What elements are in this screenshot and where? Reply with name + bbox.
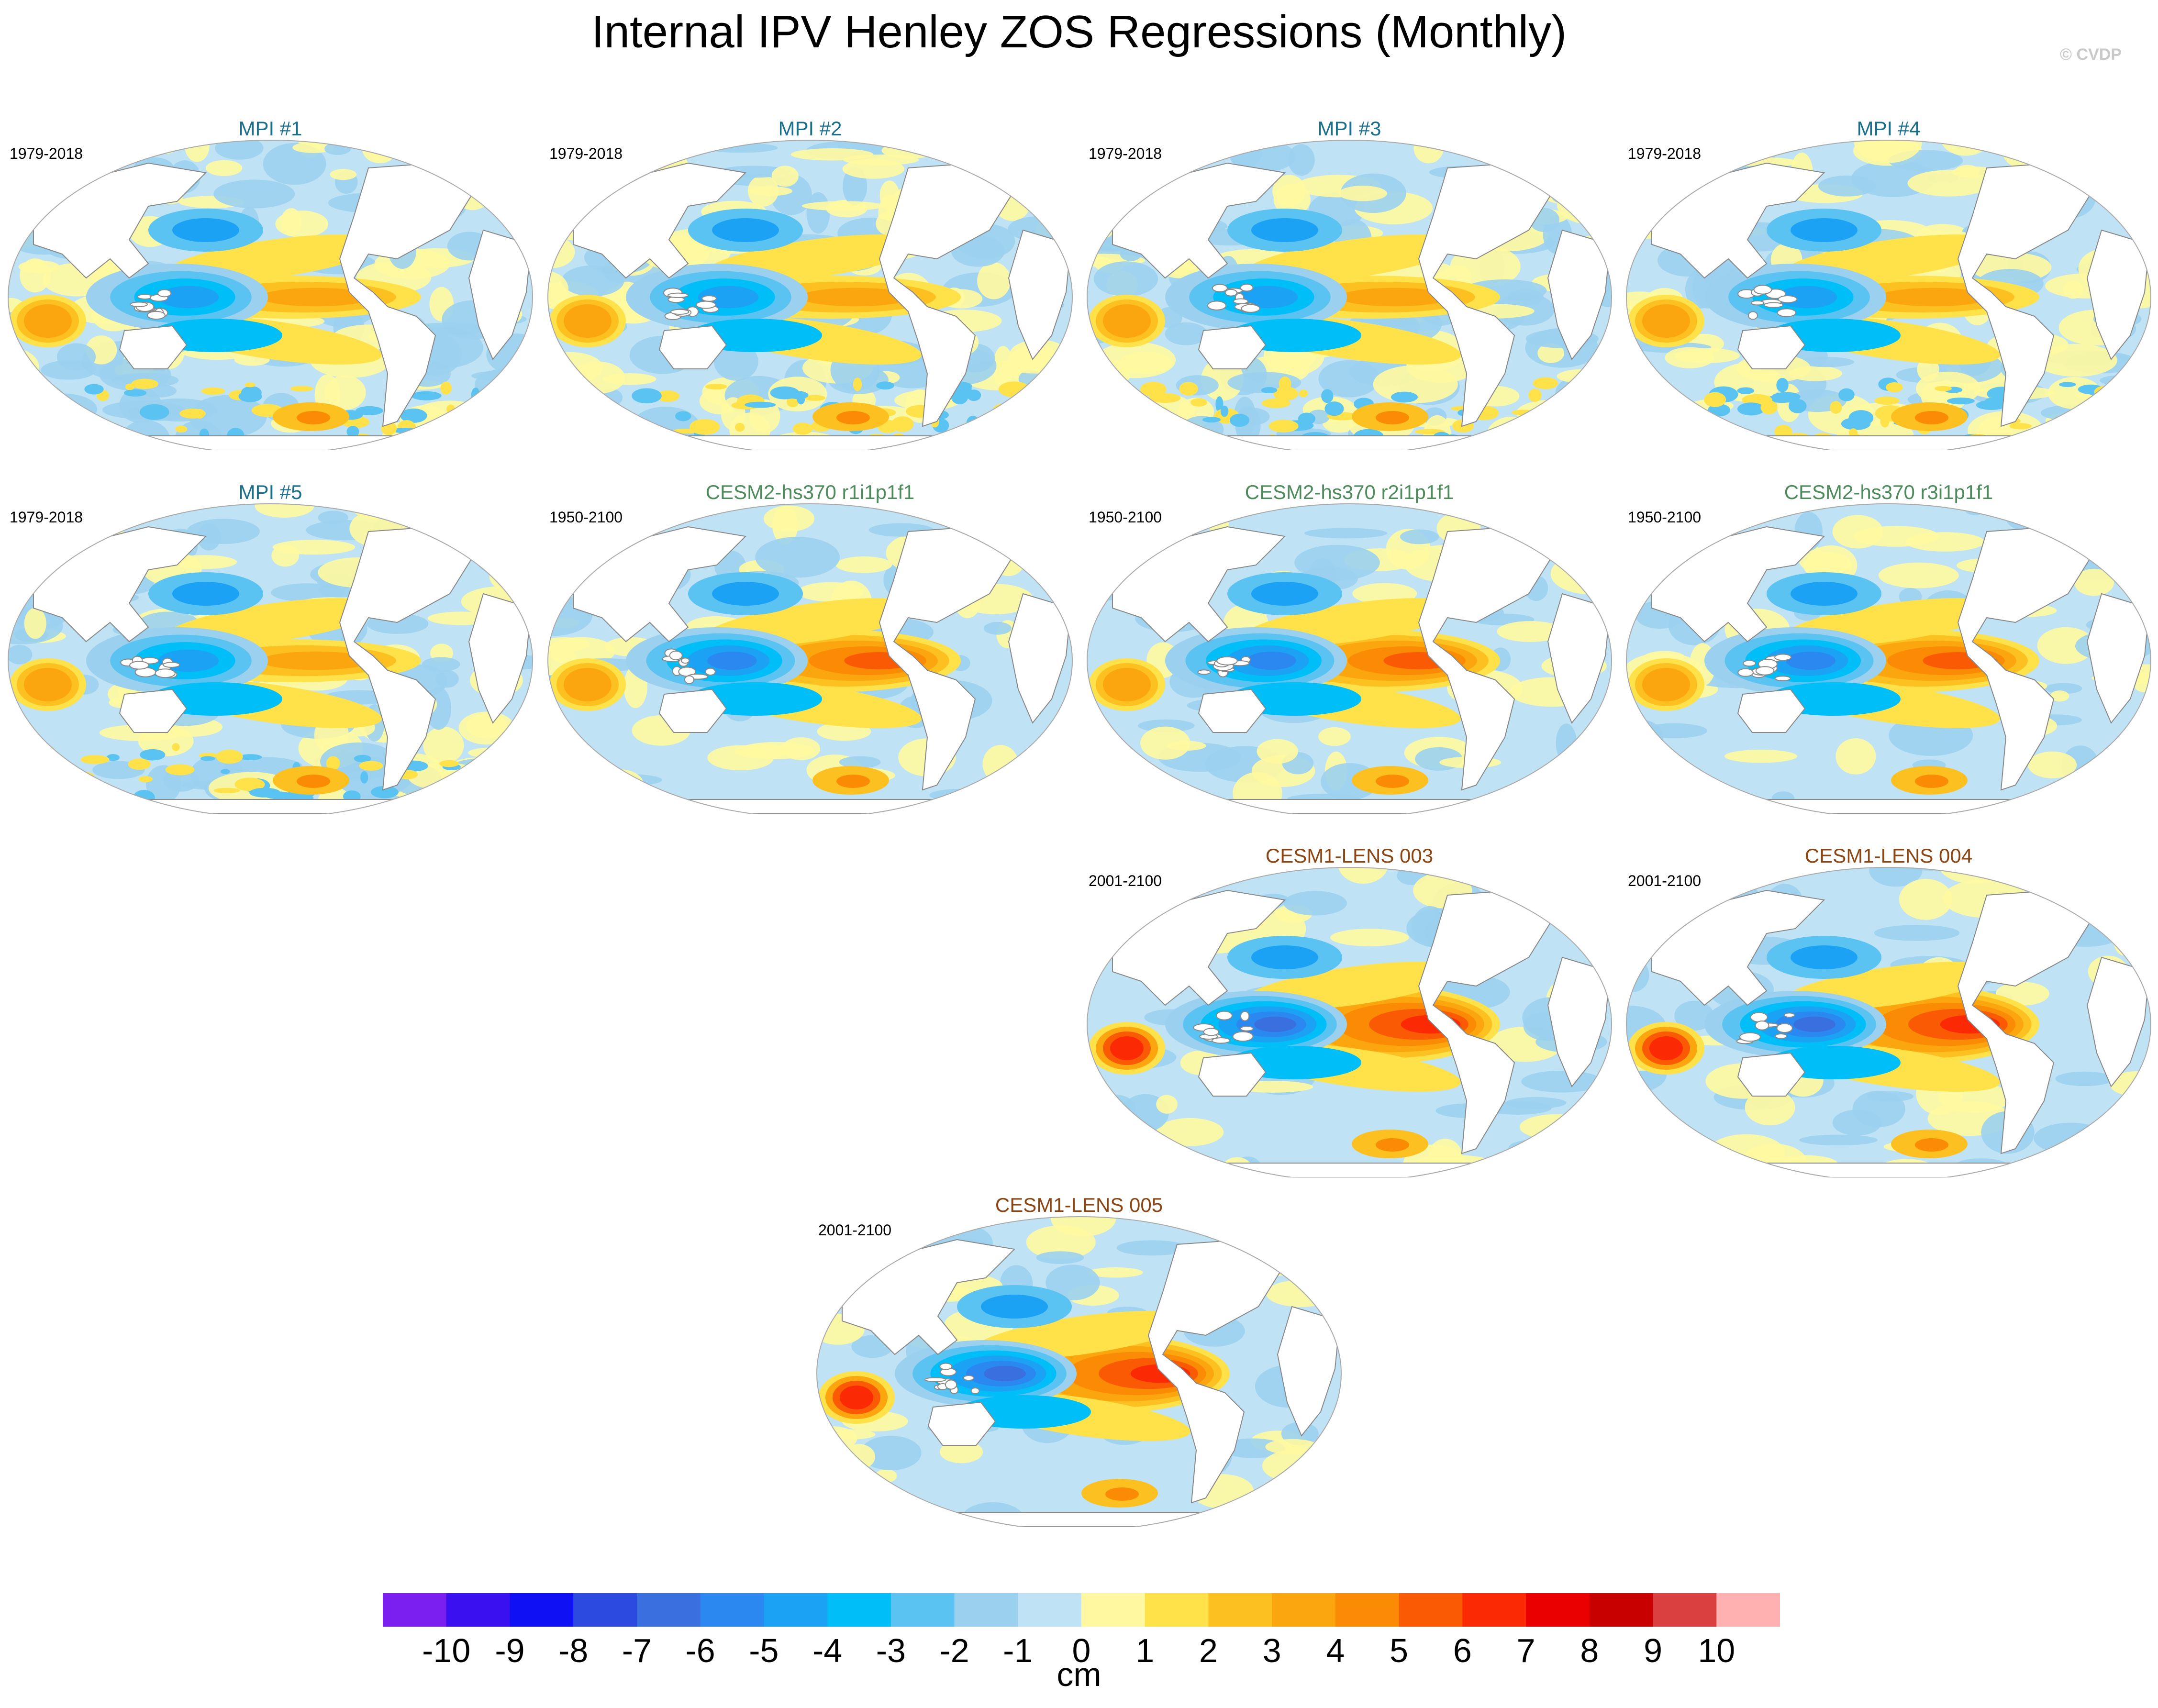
panel-title: CESM2-hs370 r3i1p1f1: [1784, 481, 1993, 503]
colorbar-swatch: [383, 1593, 447, 1627]
colorbar-swatch: [1526, 1593, 1590, 1627]
colorbar-swatch: [1335, 1593, 1400, 1627]
colorbar-tick-label: -10: [422, 1632, 471, 1669]
map-panel: CESM2-hs370 r2i1p1f1 1950-2100: [1084, 481, 1615, 816]
map-panel: MPI #2 1979-2018: [545, 117, 1076, 452]
panel-years: 1979-2018: [10, 509, 83, 526]
colorbar-tick-label: 8: [1580, 1632, 1599, 1669]
panel-years: 1979-2018: [10, 145, 83, 162]
panel-title: CESM1-LENS 004: [1804, 844, 1973, 867]
colorbar-tick-label: -9: [495, 1632, 525, 1669]
colorbar-swatch: [1462, 1593, 1526, 1627]
colorbar-tick-label: -5: [749, 1632, 779, 1669]
colorbar-tick-label: 0: [1072, 1632, 1091, 1669]
colorbar-swatch: [1589, 1593, 1654, 1627]
colorbar-tick-label: 10: [1698, 1632, 1735, 1669]
panel-title: MPI #4: [1857, 117, 1921, 140]
panel-years: 1950-2100: [549, 509, 623, 526]
colorbar-swatch: [1399, 1593, 1463, 1627]
panel-title: CESM1-LENS 003: [1265, 844, 1434, 867]
colorbar-tick-label: -7: [622, 1632, 652, 1669]
map-panel: MPI #1 1979-2018: [5, 117, 536, 452]
map-panel: CESM1-LENS 005 2001-2100: [813, 1194, 1345, 1529]
colorbar-swatch: [1018, 1593, 1082, 1627]
colorbar-swatch: [510, 1593, 574, 1627]
colorbar-tick-label: 2: [1199, 1632, 1218, 1669]
map-graphic: [816, 1216, 1342, 1527]
panel-years: 2001-2100: [818, 1221, 892, 1239]
map-graphic: [8, 140, 533, 450]
map-panel: CESM1-LENS 003 2001-2100: [1084, 844, 1615, 1179]
colorbar-tick-label: 7: [1516, 1632, 1535, 1669]
colorbar-swatch: [573, 1593, 637, 1627]
colorbar-swatch: [1145, 1593, 1209, 1627]
panel-title: MPI #3: [1317, 117, 1381, 140]
map-panel: MPI #5 1979-2018: [5, 481, 536, 816]
map-graphic: [547, 503, 1073, 814]
colorbar-swatch: [1716, 1593, 1780, 1627]
colorbar-tick-label: -6: [685, 1632, 715, 1669]
panel-title: CESM2-hs370 r1i1p1f1: [705, 481, 915, 503]
colorbar-swatch: [827, 1593, 891, 1627]
colorbar: [383, 1593, 1780, 1627]
colorbar-tick-label: 9: [1644, 1632, 1662, 1669]
panel-title: MPI #2: [778, 117, 842, 140]
panel-years: 1950-2100: [1089, 509, 1162, 526]
colorbar-units: cm: [1057, 1656, 1101, 1693]
colorbar-swatch: [890, 1593, 955, 1627]
panel-years: 2001-2100: [1089, 872, 1162, 889]
colorbar-tick-label: -1: [1003, 1632, 1033, 1669]
credit-watermark: © CVDP: [2060, 45, 2122, 64]
colorbar-tick-label: -2: [939, 1632, 969, 1669]
colorbar-swatch: [1208, 1593, 1272, 1627]
colorbar-tick-label: -8: [558, 1632, 589, 1669]
panel-years: 1979-2018: [1089, 145, 1162, 162]
colorbar-swatch: [700, 1593, 764, 1627]
map-panel: MPI #4 1979-2018: [1623, 117, 2154, 452]
figure-title: Internal IPV Henley ZOS Regressions (Mon…: [591, 6, 1567, 57]
map-graphic: [8, 503, 533, 814]
panel-title: MPI #5: [238, 481, 302, 503]
map-panel: CESM2-hs370 r3i1p1f1 1950-2100: [1623, 481, 2154, 816]
panel-title: CESM2-hs370 r2i1p1f1: [1245, 481, 1454, 503]
colorbar-swatch: [636, 1593, 701, 1627]
colorbar-swatch: [954, 1593, 1018, 1627]
colorbar-tick-label: 4: [1326, 1632, 1345, 1669]
map-graphic: [1087, 867, 1612, 1177]
colorbar-tick-label: -4: [812, 1632, 843, 1669]
map-graphic: [547, 140, 1073, 450]
map-graphic: [1626, 867, 2151, 1177]
map-panel: MPI #3 1979-2018: [1084, 117, 1615, 452]
map-graphic: [1626, 140, 2151, 450]
colorbar-tick-label: 5: [1390, 1632, 1409, 1669]
colorbar-tick-label: 6: [1453, 1632, 1472, 1669]
panel-years: 1979-2018: [549, 145, 623, 162]
colorbar-tick-label: -3: [876, 1632, 906, 1669]
colorbar-tick-label: 1: [1135, 1632, 1155, 1669]
colorbar-tick-label: 3: [1262, 1632, 1281, 1669]
map-graphic: [1087, 503, 1612, 814]
colorbar-swatch: [1653, 1593, 1717, 1627]
map-panel: CESM1-LENS 004 2001-2100: [1623, 844, 2154, 1179]
panel-title: MPI #1: [238, 117, 302, 140]
colorbar-swatch: [1272, 1593, 1336, 1627]
panel-years: 1950-2100: [1628, 509, 1702, 526]
colorbar-swatch: [764, 1593, 828, 1627]
panel-title: CESM1-LENS 005: [995, 1194, 1163, 1216]
map-panel: CESM2-hs370 r1i1p1f1 1950-2100: [545, 481, 1076, 816]
colorbar-swatch: [1081, 1593, 1146, 1627]
colorbar-swatch: [446, 1593, 510, 1627]
panel-years: 1979-2018: [1628, 145, 1702, 162]
map-graphic: [1626, 503, 2151, 814]
panel-years: 2001-2100: [1628, 872, 1702, 889]
map-graphic: [1087, 140, 1612, 450]
